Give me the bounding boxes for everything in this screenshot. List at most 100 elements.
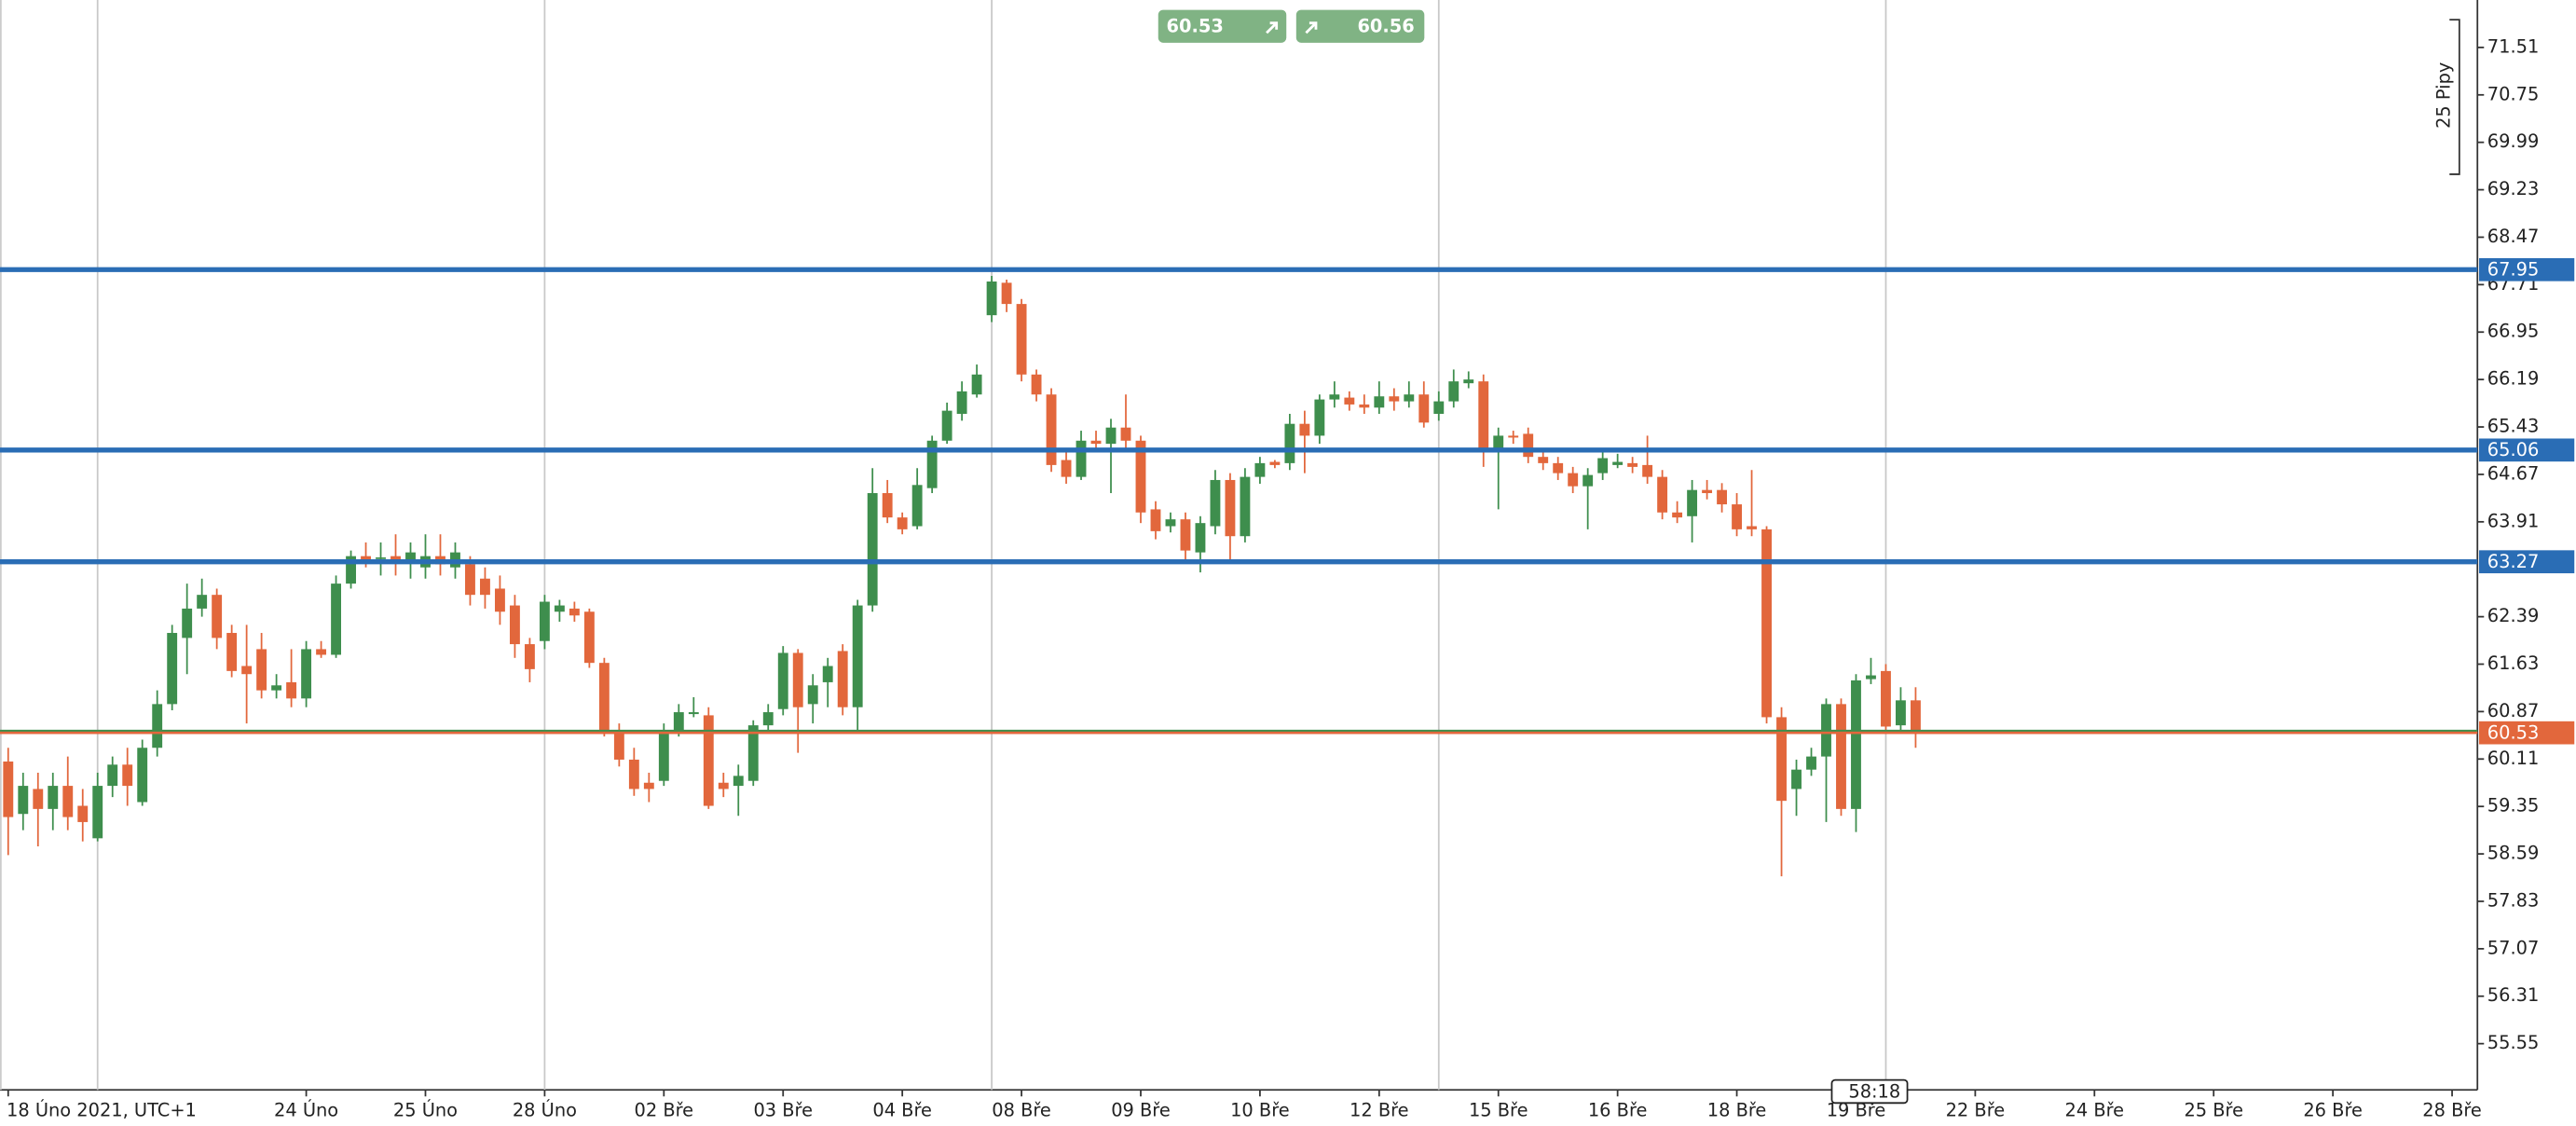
candle-body — [792, 652, 803, 707]
y-tick-label: 60.87 — [2487, 700, 2539, 721]
x-tick-label: 19 Bře — [1827, 1100, 1886, 1121]
candle-body — [1374, 396, 1385, 408]
price-label: 65.06 — [2487, 439, 2539, 460]
candle-body — [822, 666, 833, 682]
candle-body — [1896, 700, 1906, 726]
candle-body — [1761, 529, 1772, 718]
candle-body — [643, 782, 654, 790]
candle-body — [391, 556, 401, 560]
candle-body — [1299, 423, 1310, 436]
candle-body — [1657, 476, 1668, 513]
y-tick-label: 61.63 — [2487, 652, 2539, 674]
timer-text: 58:18 — [1848, 1080, 1900, 1102]
x-tick-label: 24 Úno — [274, 1099, 338, 1121]
candle-body — [807, 685, 818, 705]
buy-button-bg — [1295, 9, 1425, 43]
candle-body — [747, 725, 759, 781]
timer: 58:18 — [1830, 1078, 1909, 1105]
candle-body — [1910, 700, 1921, 734]
candle-body — [1076, 440, 1087, 477]
candle-body — [1120, 427, 1131, 441]
candle-body — [718, 782, 729, 790]
price-label: 63.27 — [2487, 551, 2539, 572]
candle-body — [882, 493, 893, 518]
candle-body — [316, 649, 327, 655]
candle-body — [465, 564, 475, 596]
candle-body — [271, 685, 282, 691]
candle-body — [241, 666, 253, 675]
candle-body — [1314, 399, 1325, 436]
candle-body — [137, 748, 148, 803]
x-tick-label: 25 Úno — [393, 1099, 458, 1121]
x-tick-label: 02 Bře — [635, 1100, 694, 1121]
y-tick-label: 57.07 — [2487, 937, 2539, 958]
candle-body — [197, 595, 208, 609]
candle-body — [1687, 489, 1698, 516]
x-tick-label: 16 Bře — [1588, 1100, 1648, 1121]
x-tick-label: 28 Bře — [2422, 1100, 2482, 1121]
candle-body — [1836, 704, 1846, 809]
candle-body — [1851, 680, 1861, 809]
candle-body — [1478, 381, 1489, 449]
sell-button-bg — [1158, 9, 1287, 43]
y-tick-label: 69.23 — [2487, 178, 2539, 199]
candle-body — [33, 789, 44, 809]
candle-body — [1433, 401, 1445, 414]
x-tick-label: 26 Bře — [2303, 1100, 2363, 1121]
candle-body — [1254, 462, 1266, 477]
candle-body — [583, 611, 595, 664]
y-tick-label: 66.95 — [2487, 321, 2539, 342]
buy-button[interactable]: 60.56 — [1295, 9, 1425, 43]
candle-body — [1001, 282, 1012, 305]
x-tick-label: 15 Bře — [1469, 1100, 1528, 1121]
candle-body — [1240, 476, 1251, 537]
candle-body — [18, 786, 29, 815]
y-tick-label: 70.75 — [2487, 83, 2539, 104]
y-tick-label: 58.59 — [2487, 843, 2539, 864]
candle-body — [331, 584, 341, 655]
buy-icon — [1305, 21, 1318, 34]
candle-body — [1225, 479, 1236, 537]
candle-body — [226, 633, 238, 671]
timer-box — [1830, 1078, 1909, 1105]
y-tick-label: 62.39 — [2487, 605, 2539, 626]
candle-body — [539, 601, 550, 641]
x-tick-label: 18 Bře — [1707, 1100, 1767, 1121]
price-label-box — [2478, 438, 2575, 462]
candle-body — [852, 605, 863, 707]
candle-body — [1568, 473, 1579, 487]
x-tick-label: 09 Bře — [1111, 1100, 1171, 1121]
candle-body — [1016, 304, 1027, 375]
candle-body — [1702, 489, 1713, 494]
candle-body — [1344, 397, 1355, 405]
candle-body — [1776, 717, 1787, 802]
candle-body — [1404, 394, 1415, 402]
candle-body — [777, 652, 788, 709]
x-tick-label: 04 Bře — [872, 1100, 932, 1121]
candle-body — [733, 776, 744, 787]
candle-body — [1269, 461, 1281, 465]
candle-body — [167, 633, 178, 705]
x-tick-label: 28 Úno — [513, 1099, 577, 1121]
candle-body — [1165, 519, 1176, 527]
candle-body — [569, 608, 580, 616]
candle-body — [256, 649, 267, 691]
candle-body — [212, 595, 223, 639]
y-tick-label: 57.83 — [2487, 889, 2539, 911]
candle-body — [1389, 396, 1400, 402]
y-tick-label: 68.47 — [2487, 226, 2539, 247]
candle-body — [346, 556, 356, 584]
candle-body — [613, 730, 624, 760]
candle-body — [986, 282, 997, 316]
candle-body — [1508, 435, 1519, 438]
y-tick-label: 60.11 — [2487, 748, 2539, 769]
candle-body — [480, 578, 490, 596]
candle-body — [1806, 756, 1816, 770]
candle-body — [1538, 457, 1549, 463]
x-tick-label: 22 Bře — [1946, 1100, 2006, 1121]
candle-body — [524, 644, 535, 669]
candle-body — [926, 440, 938, 488]
sell-button[interactable]: 60.53 — [1158, 9, 1287, 43]
candle-body — [301, 649, 312, 699]
